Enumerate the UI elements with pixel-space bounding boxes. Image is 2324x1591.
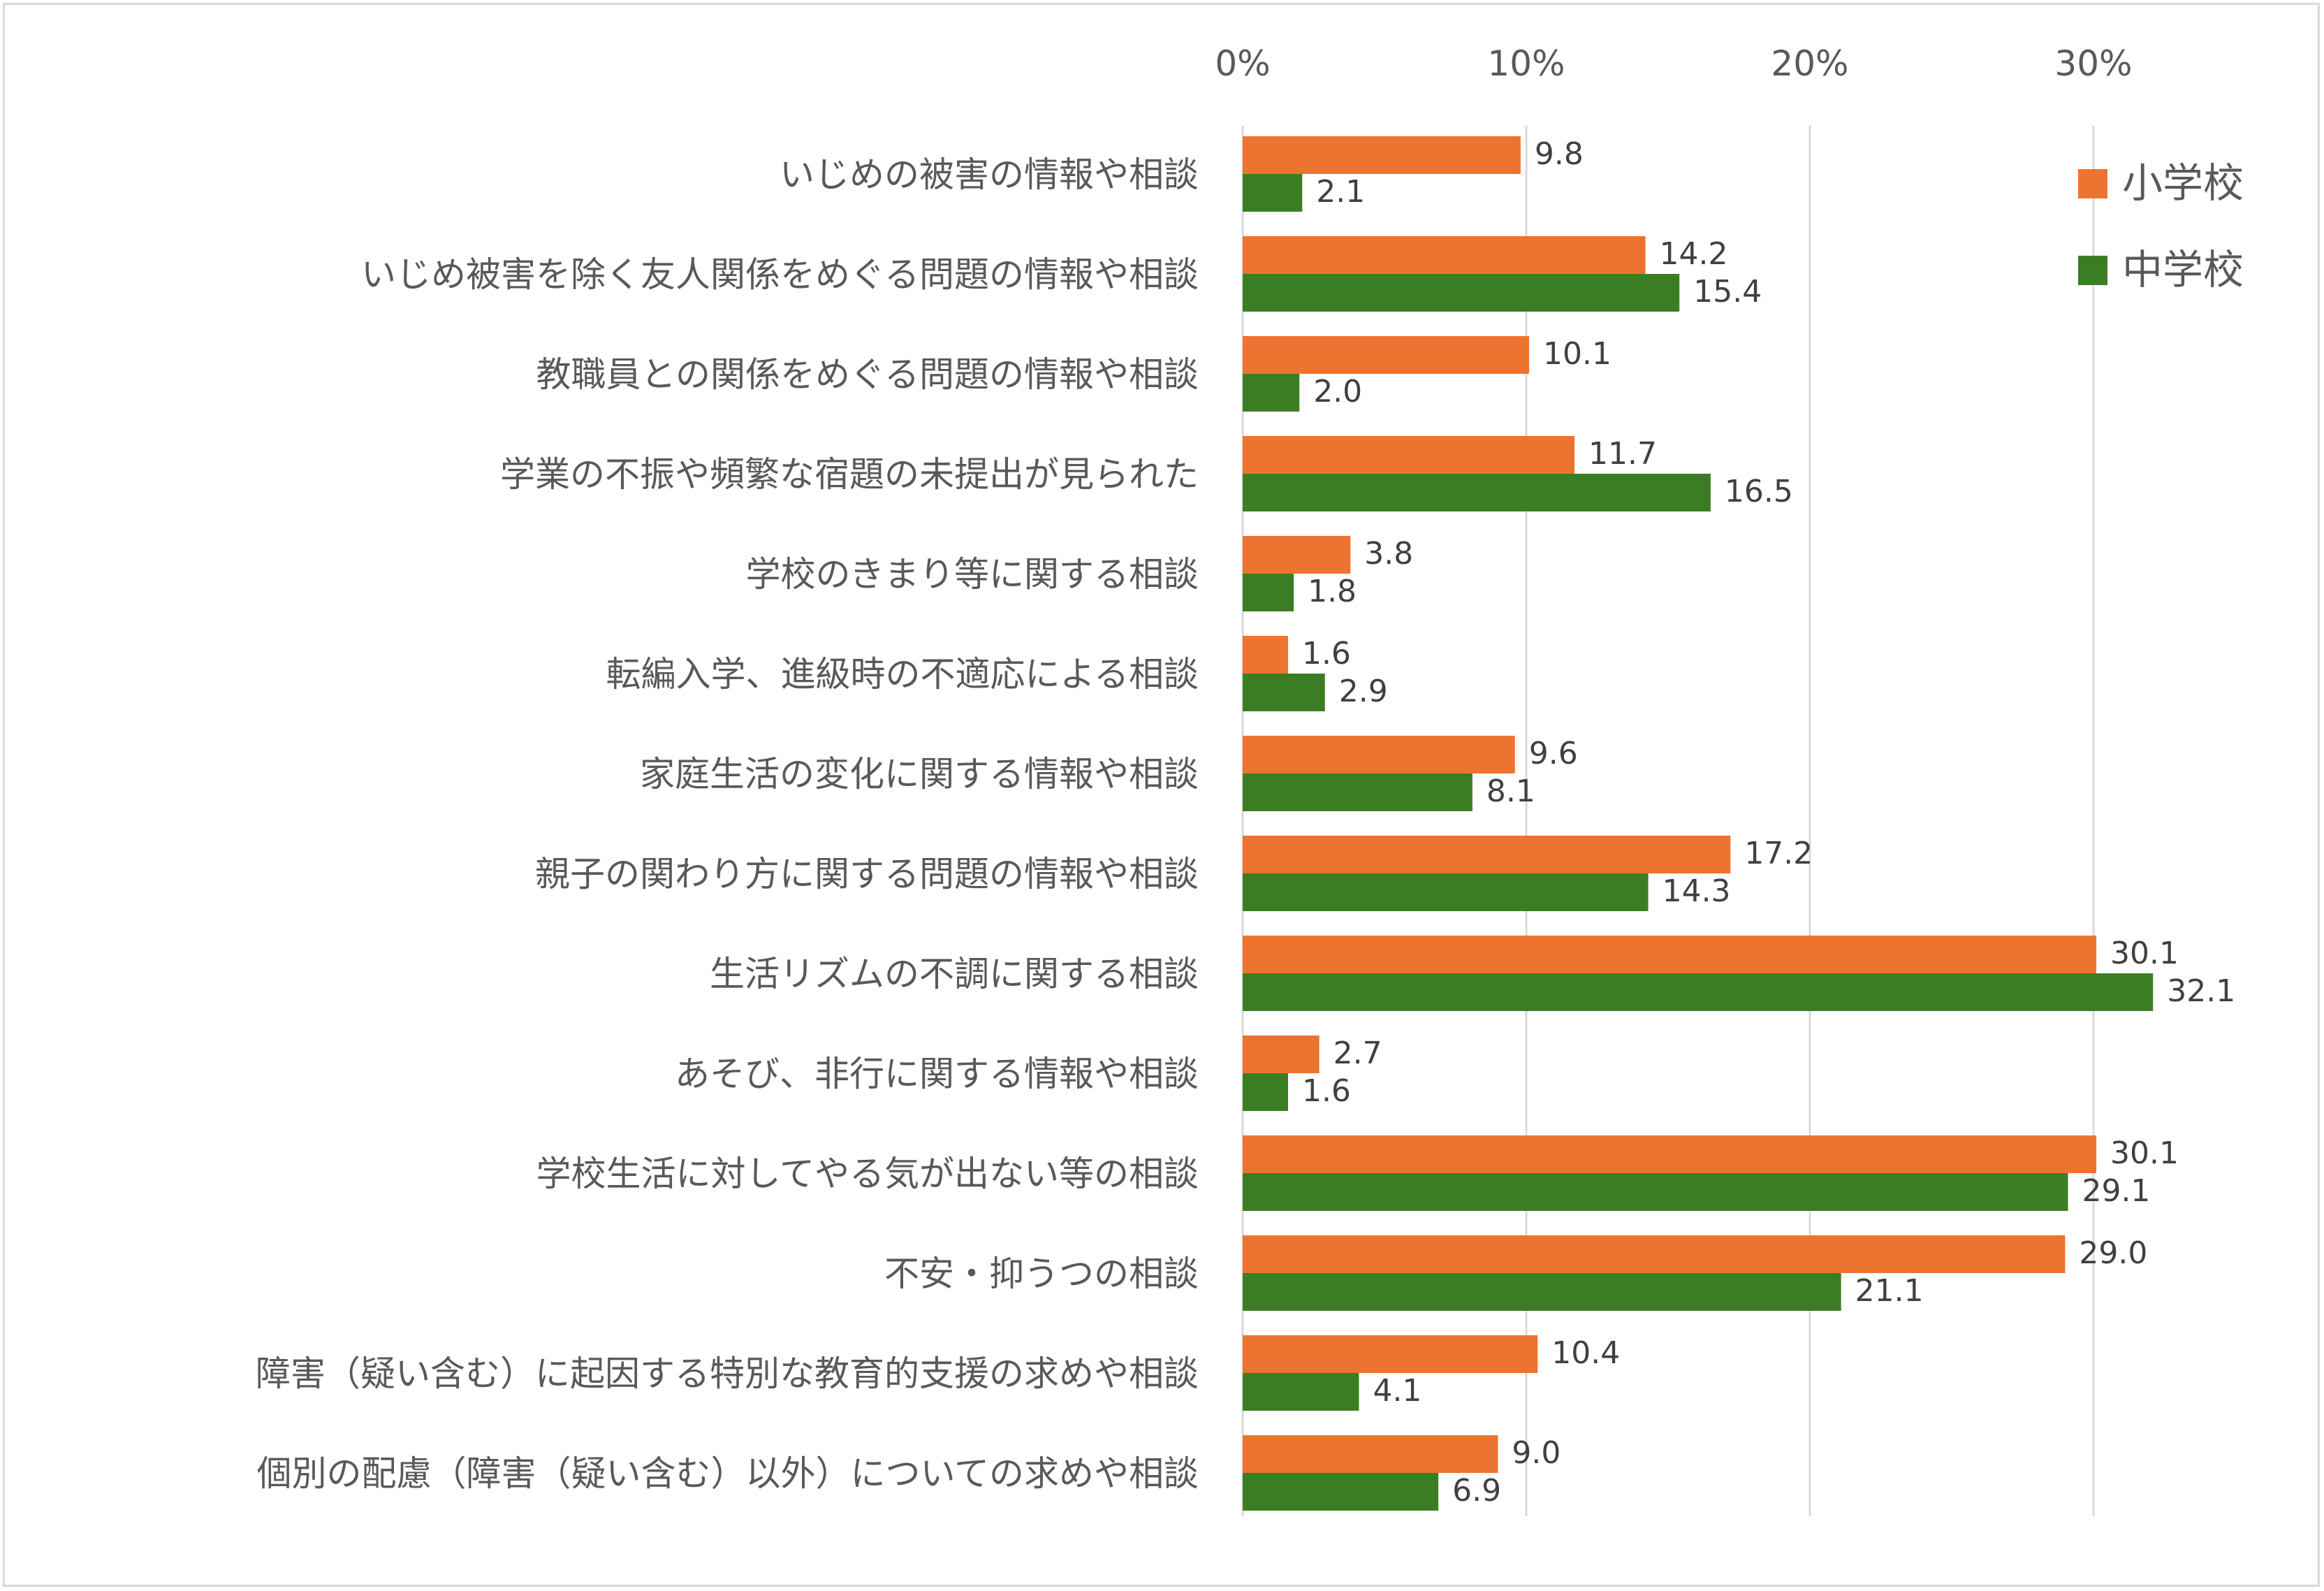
legend-swatch-elementary [2078, 169, 2107, 198]
bar-junior-high [1243, 174, 1303, 212]
data-label-junior-high: 2.1 [1316, 174, 1365, 210]
data-label-junior-high: 1.8 [1308, 574, 1357, 609]
data-label-elementary: 2.7 [1333, 1036, 1382, 1071]
data-label-junior-high: 6.9 [1452, 1473, 1501, 1509]
data-label-junior-high: 1.6 [1302, 1073, 1351, 1109]
bar-junior-high [1243, 474, 1711, 511]
category-label: いじめの被害の情報や相談 [780, 154, 1199, 195]
x-tick-label: 0% [1215, 43, 1270, 84]
bar-junior-high [1243, 1473, 1439, 1511]
bars [1243, 136, 2154, 1511]
category-label: 障害（疑い含む）に起因する特別な教育的支援の求めや相談 [256, 1353, 1199, 1394]
bar-junior-high [1243, 574, 1294, 611]
category-label: 学校生活に対してやる気が出ない等の相談 [536, 1154, 1199, 1194]
category-labels: いじめの被害の情報や相談いじめ被害を除く友人関係をめぐる問題の情報や相談教職員と… [256, 154, 1199, 1494]
data-label-junior-high: 4.1 [1373, 1373, 1422, 1409]
data-label-elementary: 29.0 [2079, 1235, 2147, 1271]
category-label: 家庭生活の変化に関する情報や相談 [640, 754, 1199, 794]
bar-junior-high [1243, 1173, 2068, 1211]
bar-elementary [1243, 336, 1530, 374]
category-label: 不安・抑うつの相談 [884, 1254, 1199, 1294]
bar-junior-high [1243, 973, 2154, 1011]
category-label: 個別の配慮（障害（疑い含む）以外）についての求めや相談 [257, 1453, 1199, 1494]
category-label: 転編入学、進級時の不適応による相談 [606, 654, 1199, 695]
x-axis-ticks: 0% 10% 20% 30% [1215, 43, 2132, 84]
bar-elementary [1243, 436, 1575, 474]
bar-elementary [1243, 1335, 1538, 1373]
bar-elementary [1243, 736, 1515, 773]
data-label-junior-high: 16.5 [1725, 474, 1793, 509]
data-label-junior-high: 29.1 [2082, 1173, 2150, 1209]
legend-label-elementary: 小学校 [2122, 159, 2244, 207]
data-label-elementary: 1.6 [1302, 636, 1351, 671]
bar-junior-high [1243, 1373, 1359, 1411]
data-label-elementary: 30.1 [2110, 1135, 2179, 1171]
legend-label-junior-high: 中学校 [2122, 246, 2244, 293]
x-tick-label: 10% [1487, 43, 1565, 84]
x-tick-label: 20% [1771, 43, 1848, 84]
category-label: 生活リズムの不調に関する相談 [710, 954, 1199, 994]
bar-elementary [1243, 1235, 2066, 1273]
bar-junior-high [1243, 1273, 1841, 1311]
bar-elementary [1243, 1036, 1320, 1073]
bar-junior-high [1243, 374, 1300, 412]
category-label: いじめ被害を除く友人関係をめぐる問題の情報や相談 [361, 254, 1199, 295]
data-label-junior-high: 14.3 [1662, 873, 1731, 909]
data-label-junior-high: 2.0 [1313, 374, 1362, 409]
x-tick-label: 30% [2054, 43, 2132, 84]
data-label-elementary: 9.0 [1512, 1435, 1561, 1471]
bar-elementary [1243, 836, 1731, 873]
category-label: 親子の関わり方に関する問題の情報や相談 [535, 854, 1199, 894]
data-label-junior-high: 2.9 [1339, 674, 1388, 709]
bar-junior-high [1243, 773, 1472, 811]
bar-elementary [1243, 136, 1521, 174]
data-label-elementary: 9.8 [1535, 136, 1584, 172]
category-label: 学校のきまり等に関する相談 [746, 554, 1199, 595]
bar-junior-high [1243, 1073, 1288, 1111]
data-label-junior-high: 15.4 [1693, 274, 1762, 310]
chart-frame [3, 3, 2320, 1587]
bar-elementary [1243, 936, 2097, 973]
category-label: あそび、非行に関する情報や相談 [675, 1054, 1199, 1094]
data-label-elementary: 17.2 [1744, 836, 1813, 871]
legend-swatch-junior-high [2078, 256, 2107, 285]
bar-junior-high [1243, 674, 1325, 711]
data-label-junior-high: 8.1 [1486, 773, 1535, 809]
data-label-elementary: 10.4 [1551, 1335, 1620, 1371]
bar-junior-high [1243, 274, 1680, 312]
data-label-elementary: 9.6 [1529, 736, 1578, 771]
data-label-elementary: 14.2 [1660, 236, 1728, 272]
bar-elementary [1243, 236, 1646, 274]
data-label-elementary: 11.7 [1588, 436, 1657, 472]
bar-junior-high [1243, 873, 1649, 911]
category-label: 教職員との関係をめぐる問題の情報や相談 [536, 354, 1199, 395]
bar-elementary [1243, 1135, 2097, 1173]
bar-elementary [1243, 636, 1288, 674]
bar-elementary [1243, 1435, 1498, 1473]
bar-elementary [1243, 536, 1351, 574]
data-label-elementary: 30.1 [2110, 936, 2179, 971]
data-label-junior-high: 32.1 [2167, 973, 2235, 1009]
data-label-junior-high: 21.1 [1855, 1273, 1924, 1309]
data-label-elementary: 3.8 [1364, 536, 1413, 572]
data-label-elementary: 10.1 [1543, 336, 1612, 372]
category-label: 学業の不振や頻繁な宿題の未提出が見られた [500, 454, 1199, 495]
data-labels: 9.82.114.215.410.12.011.716.53.81.81.62.… [1302, 136, 2235, 1509]
